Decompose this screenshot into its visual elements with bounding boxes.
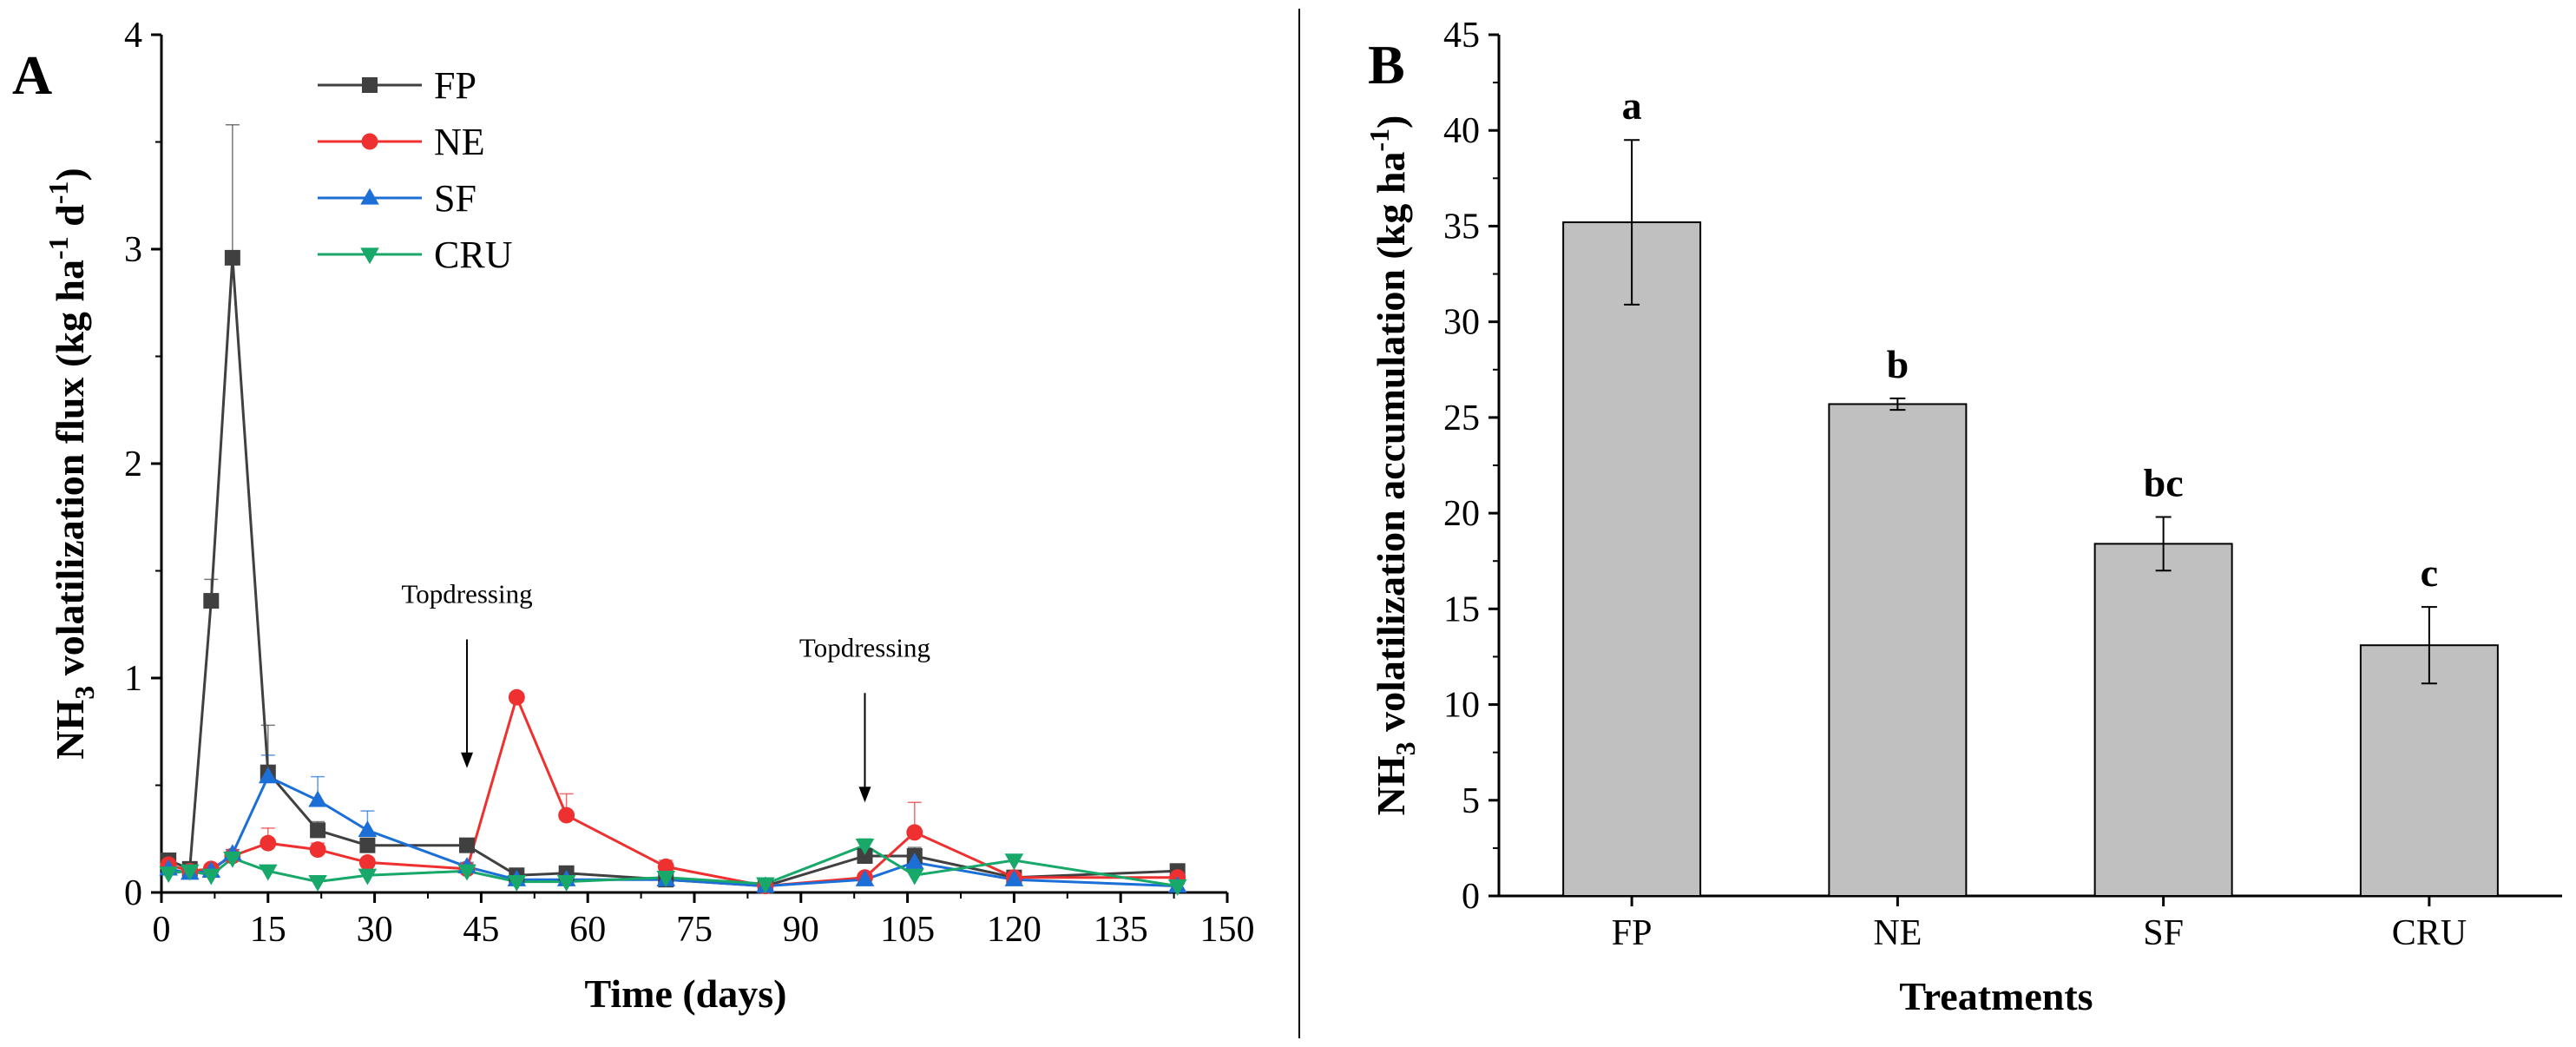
panel-b-x-axis-title: Treatments: [1899, 974, 2093, 1018]
panel-b-y-axis-title: NH3 volatilization accumulation (kg ha-1…: [1364, 115, 1421, 816]
panel-a-y-tick-label: 3: [124, 230, 142, 270]
data-point-cru: [1004, 853, 1024, 871]
series-line-sf: [168, 774, 1178, 888]
significance-label-cru: c: [2421, 550, 2438, 595]
data-point-ne: [309, 841, 326, 859]
panel-a-x-axis-title: Time (days): [585, 971, 787, 1016]
data-point-ne: [558, 807, 575, 824]
bar-sf: [2093, 543, 2233, 897]
legend-label-cru: CRU: [434, 234, 512, 276]
bar-ne: [1828, 403, 1968, 897]
data-point-ne: [508, 688, 525, 706]
data-point-cru: [507, 875, 527, 892]
data-point-fp: [203, 593, 220, 609]
legend-marker-fp: [362, 77, 378, 93]
panel-b-y-tick-label: 35: [1443, 207, 1480, 247]
panel-a-x-tick-label: 150: [1200, 910, 1255, 950]
data-point-cru: [180, 864, 200, 881]
data-point-fp: [459, 837, 476, 853]
panel-label-a: A: [12, 44, 52, 106]
panel-b-y-tick-label: 0: [1462, 877, 1480, 917]
bar-cru: [2359, 644, 2499, 897]
data-point-sf: [1004, 869, 1024, 886]
legend-marker-ne: [361, 133, 378, 150]
data-point-sf: [259, 767, 278, 784]
panel-b-y-tick-label: 5: [1462, 781, 1480, 821]
panel-a-x-tick-label: 45: [463, 910, 499, 950]
significance-label-ne: b: [1887, 342, 1909, 386]
series-line-fp: [168, 257, 1178, 888]
data-point-ne: [906, 824, 923, 841]
data-point-cru: [308, 875, 327, 892]
series-line-ne: [168, 693, 1178, 888]
data-point-sf: [904, 853, 924, 870]
data-point-cru: [223, 851, 242, 868]
panel-a-x-tick-label: 15: [250, 910, 286, 950]
category-label-fp: FP: [1612, 913, 1653, 953]
data-point-cru: [556, 875, 576, 892]
panel-b-y-tick-label: 40: [1443, 111, 1480, 151]
data-point-cru: [201, 868, 221, 886]
data-point-cru: [358, 868, 378, 886]
panel-a-x-tick-label: 135: [1094, 910, 1148, 950]
panel-a-y-tick-label: 2: [124, 444, 142, 484]
data-point-fp: [359, 837, 376, 853]
significance-label-sf: bc: [2144, 461, 2184, 505]
panel-b: B 0 5 10 15 20 25 30 35 40 45 a FP b NE bc SF c CRU Trea…: [1364, 16, 2562, 1018]
panel-b-y-tick-label: 45: [1443, 16, 1480, 56]
data-point-cru: [1167, 879, 1187, 896]
panel-a: A 0 1 2 3 4 0 15 30 45 60 75 90 105 120 135 150 Time (…: [12, 16, 1255, 1016]
annotation-arrowhead: [858, 787, 871, 803]
bar-fp: [1562, 221, 1702, 897]
panel-b-y-tick-label: 15: [1443, 589, 1480, 629]
data-point-cru: [259, 864, 278, 881]
panel-a-x-tick-label: 30: [357, 910, 393, 950]
data-point-cru: [159, 866, 178, 884]
panel-a-y-tick-label: 4: [124, 16, 142, 56]
data-point-fp: [857, 848, 873, 865]
panel-b-y-tick-label: 30: [1443, 303, 1480, 343]
data-point-cru: [656, 871, 676, 887]
panel-a-x-tick-label: 120: [987, 910, 1042, 950]
data-point-cru: [855, 839, 875, 855]
panel-label-b: B: [1368, 34, 1405, 95]
panel-a-x-tick-label: 105: [880, 910, 935, 950]
data-point-cru: [756, 877, 775, 894]
legend-marker-sf: [360, 188, 379, 205]
series-line-cru: [168, 844, 1178, 888]
data-point-sf: [358, 820, 378, 838]
legend-label-sf: SF: [434, 177, 476, 220]
data-point-fp: [310, 822, 326, 839]
panel-b-y-tick-label: 10: [1443, 686, 1480, 726]
data-point-sf: [855, 869, 875, 886]
panel-b-y-tick-label: 20: [1443, 494, 1480, 534]
panel-a-x-tick-label: 75: [676, 910, 713, 950]
annotation-topdressing: Topdressing: [401, 579, 532, 609]
panel-b-y-tick-label: 25: [1443, 398, 1480, 438]
annotation-arrowhead: [461, 752, 474, 768]
data-point-sf: [308, 790, 327, 807]
panel-a-x-tick-label: 60: [569, 910, 606, 950]
data-point-cru: [904, 868, 924, 886]
panel-a-y-axis-title: NH3 volatilization flux (kg ha-1 d-1): [43, 168, 100, 759]
data-point-ne: [358, 853, 376, 871]
data-point-cru: [457, 864, 476, 881]
significance-label-fp: a: [1622, 83, 1642, 128]
data-point-fp: [224, 249, 240, 266]
panel-a-x-tick-label: 0: [153, 910, 171, 950]
panel-a-x-tick-label: 90: [783, 910, 819, 950]
legend-label-fp: FP: [434, 64, 476, 107]
legend-label-ne: NE: [434, 121, 485, 163]
data-point-ne: [260, 834, 277, 852]
legend-marker-cru: [360, 247, 379, 265]
panel-a-y-tick-label: 1: [124, 659, 142, 699]
annotation-topdressing: Topdressing: [799, 632, 930, 662]
category-label-ne: NE: [1873, 913, 1922, 953]
panel-a-y-tick-label: 0: [124, 873, 142, 913]
category-label-cru: CRU: [2392, 913, 2467, 953]
category-label-sf: SF: [2143, 913, 2184, 953]
